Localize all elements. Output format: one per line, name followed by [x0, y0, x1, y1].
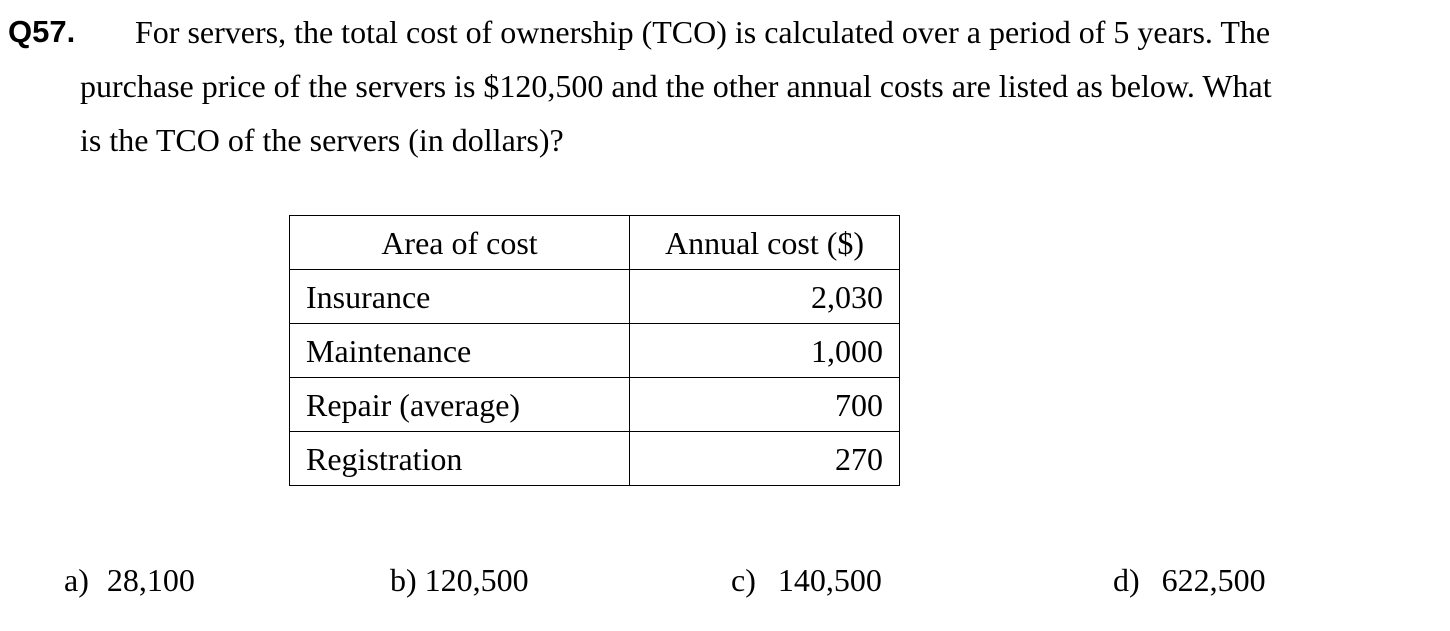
question-number: Q57.: [8, 14, 76, 49]
cost-value-cell: 2,030: [629, 269, 900, 324]
cost-table: Area of cost Annual cost ($) Insurance 2…: [289, 215, 900, 486]
header-area-of-cost: Area of cost: [289, 215, 630, 270]
option-c-value: 140,500: [777, 562, 882, 598]
option-b-label: b): [390, 562, 417, 598]
option-c-label: c): [731, 562, 756, 598]
question-text-line-1: For servers, the total cost of ownership…: [135, 14, 1271, 50]
cost-area-cell: Registration: [289, 431, 630, 486]
option-b[interactable]: b) 120,500: [390, 560, 529, 600]
option-d[interactable]: d) 622,500: [1113, 560, 1266, 600]
cost-area-cell: Maintenance: [289, 323, 630, 378]
option-d-value: 622,500: [1161, 562, 1266, 598]
option-a[interactable]: a) 28,100: [64, 560, 195, 600]
cost-area-cell: Insurance: [289, 269, 630, 324]
cost-value-cell: 1,000: [629, 323, 900, 378]
cost-value-cell: 700: [629, 377, 900, 432]
option-b-value: 120,500: [424, 562, 529, 598]
table-row: Maintenance 1,000: [289, 323, 900, 378]
header-annual-cost: Annual cost ($): [629, 215, 900, 270]
question-text-line-2: purchase price of the servers is $120,50…: [80, 68, 1272, 104]
option-a-label: a): [64, 562, 89, 598]
cost-value-cell: 270: [629, 431, 900, 486]
table-header-row: Area of cost Annual cost ($): [289, 215, 900, 270]
option-d-label: d): [1113, 562, 1140, 598]
table-row: Insurance 2,030: [289, 269, 900, 324]
question-text-line-3: is the TCO of the servers (in dollars)?: [80, 122, 564, 158]
cost-area-cell: Repair (average): [289, 377, 630, 432]
option-a-value: 28,100: [106, 562, 195, 598]
table-row: Registration 270: [289, 431, 900, 486]
table-row: Repair (average) 700: [289, 377, 900, 432]
option-c[interactable]: c) 140,500: [731, 560, 882, 600]
